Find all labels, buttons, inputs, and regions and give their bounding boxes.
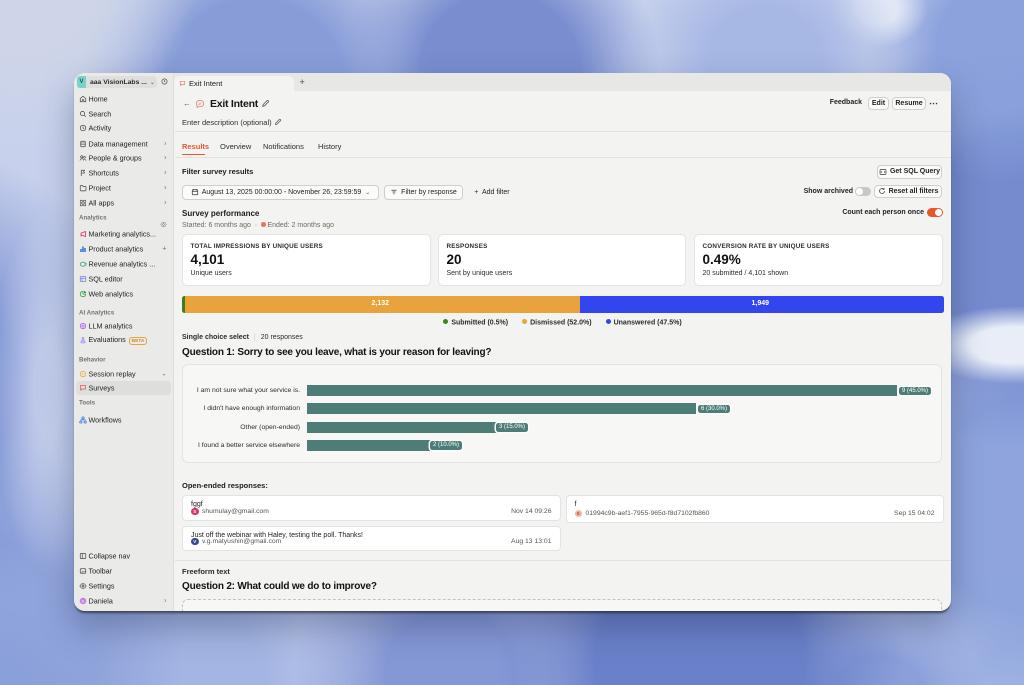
svg-text:D: D (82, 599, 85, 603)
